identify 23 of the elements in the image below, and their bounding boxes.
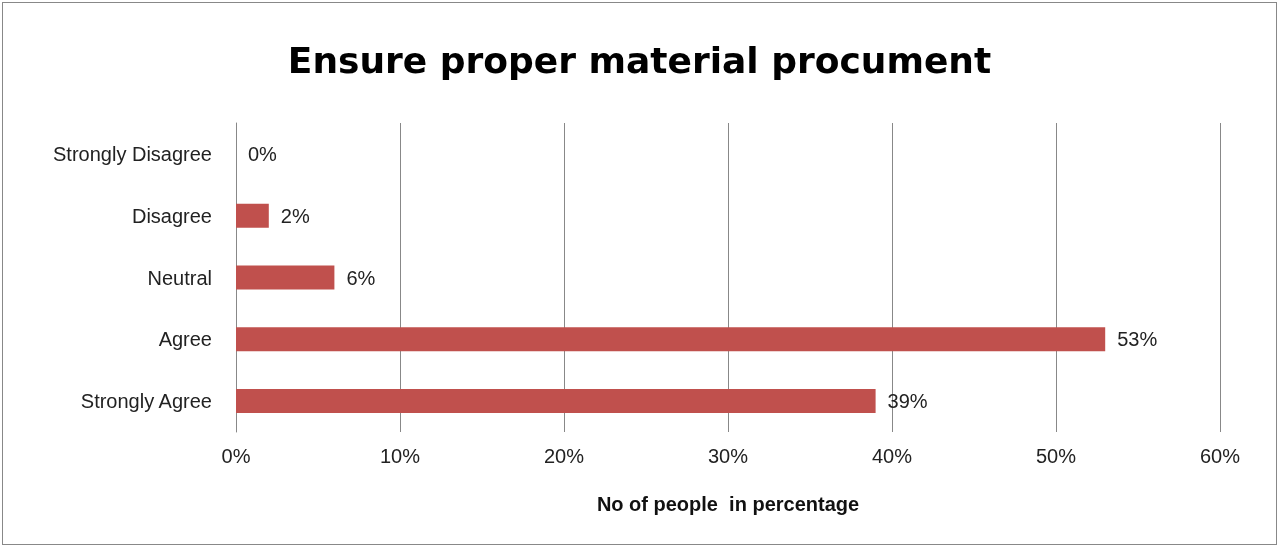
x-tick-label: 0% <box>221 445 251 467</box>
bar <box>236 327 1106 352</box>
y-tick-label: Agree <box>158 328 212 351</box>
data-label: 2% <box>280 204 310 227</box>
data-label: 0% <box>248 142 278 165</box>
y-tick-label: Disagree <box>131 204 212 227</box>
x-tick-label: 40% <box>871 445 913 467</box>
data-label: 6% <box>346 266 376 289</box>
y-tick-label: Strongly Agree <box>80 390 212 413</box>
y-tick-label: Neutral <box>147 266 212 289</box>
data-label: 39% <box>887 390 928 413</box>
bar <box>236 265 335 290</box>
x-tick-label: 20% <box>543 445 585 467</box>
bar <box>236 389 876 414</box>
x-tick-label: 30% <box>707 445 749 467</box>
chart-title: Ensure proper material procument <box>287 39 992 81</box>
x-tick-label: 60% <box>1199 445 1241 467</box>
x-tick-label: 50% <box>1035 445 1077 467</box>
bar <box>236 203 269 228</box>
y-tick-label: Strongly Disagree <box>53 142 212 165</box>
data-label: 53% <box>1117 328 1158 351</box>
x-axis-title: No of people in percentage <box>596 493 860 515</box>
x-tick-label: 10% <box>379 445 421 467</box>
